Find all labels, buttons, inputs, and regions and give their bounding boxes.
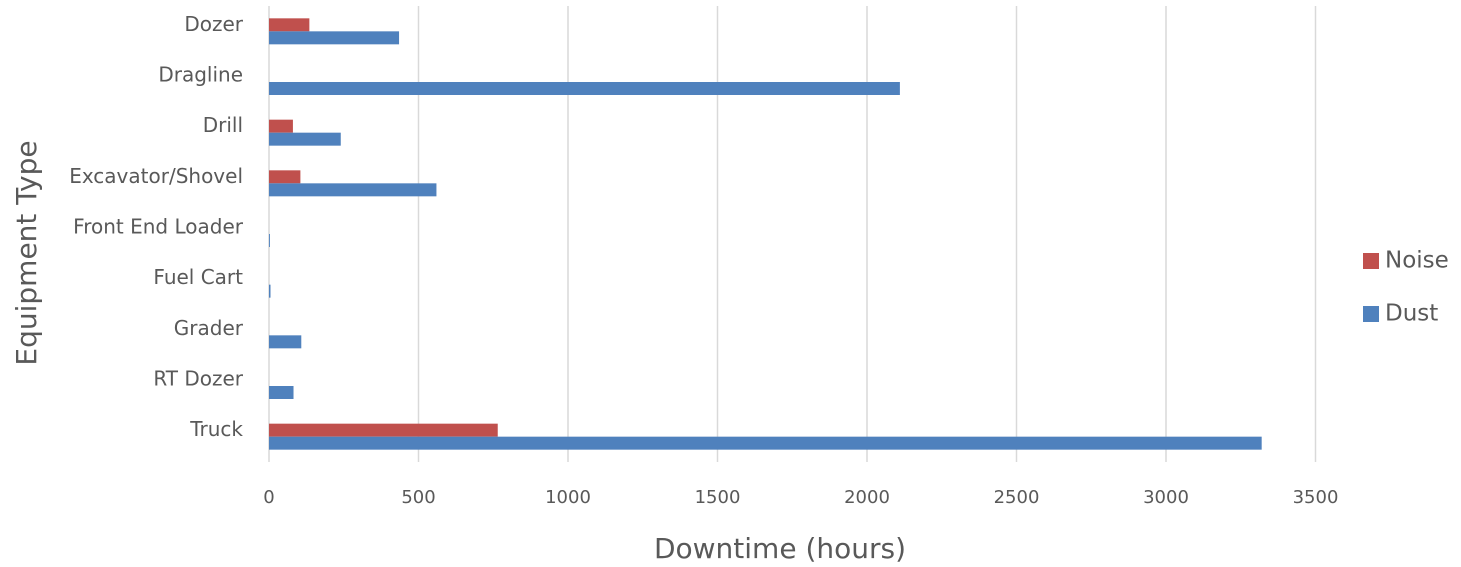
- x-tick-label-3500: 3500: [1293, 487, 1339, 508]
- y-axis-title: Equipment Type: [10, 140, 43, 365]
- bar-dust-drill: [269, 133, 341, 146]
- y-tick-label-truck: Truck: [189, 417, 243, 441]
- bar-noise-drill: [269, 120, 293, 133]
- x-tick-label-500: 500: [401, 487, 435, 508]
- bar-noise-excavator-shovel: [269, 170, 300, 183]
- y-tick-label-excavator-shovel: Excavator/Shovel: [69, 164, 243, 188]
- y-tick-label-front-end-loader: Front End Loader: [73, 215, 244, 239]
- bar-dust-truck: [269, 437, 1262, 450]
- y-tick-label-dragline: Dragline: [158, 63, 243, 87]
- y-tick-labels: Dozer Dragline Drill Excavator/Shovel Front …: [69, 12, 244, 441]
- y-tick-label-grader: Grader: [174, 316, 244, 340]
- x-tick-label-1000: 1000: [545, 487, 591, 508]
- bar-dust-dragline: [269, 82, 900, 95]
- x-tick-label-2000: 2000: [844, 487, 890, 508]
- bar-dust-dozer: [269, 31, 399, 44]
- y-tick-label-rt-dozer: RT Dozer: [153, 367, 243, 391]
- y-tick-label-fuel-cart: Fuel Cart: [153, 265, 243, 289]
- legend-swatch-noise: [1363, 253, 1379, 269]
- bar-noise-truck: [269, 424, 498, 437]
- bar-dust-front-end-loader: [269, 234, 270, 247]
- legend-swatch-dust: [1363, 306, 1379, 322]
- x-axis-title: Downtime (hours): [654, 532, 906, 565]
- bar-dust-fuel-cart: [269, 285, 270, 298]
- gridlines: [269, 6, 1316, 462]
- bar-dust-grader: [269, 335, 301, 348]
- x-tick-labels: 0 500 1000 1500 2000 2500 3000 3500: [263, 487, 1338, 508]
- legend-label-noise: Noise: [1385, 248, 1449, 274]
- legend: Noise Dust: [1363, 248, 1449, 327]
- y-tick-label-drill: Drill: [203, 113, 243, 137]
- bar-dust-rt-dozer: [269, 386, 294, 399]
- x-tick-label-3000: 3000: [1143, 487, 1189, 508]
- x-tick-label-1500: 1500: [695, 487, 741, 508]
- bar-dust-excavator-shovel: [269, 183, 436, 196]
- x-tick-label-0: 0: [263, 487, 274, 508]
- bar-noise-dozer: [269, 18, 309, 31]
- legend-label-dust: Dust: [1385, 301, 1438, 327]
- y-tick-label-dozer: Dozer: [184, 12, 243, 36]
- x-tick-label-2500: 2500: [994, 487, 1040, 508]
